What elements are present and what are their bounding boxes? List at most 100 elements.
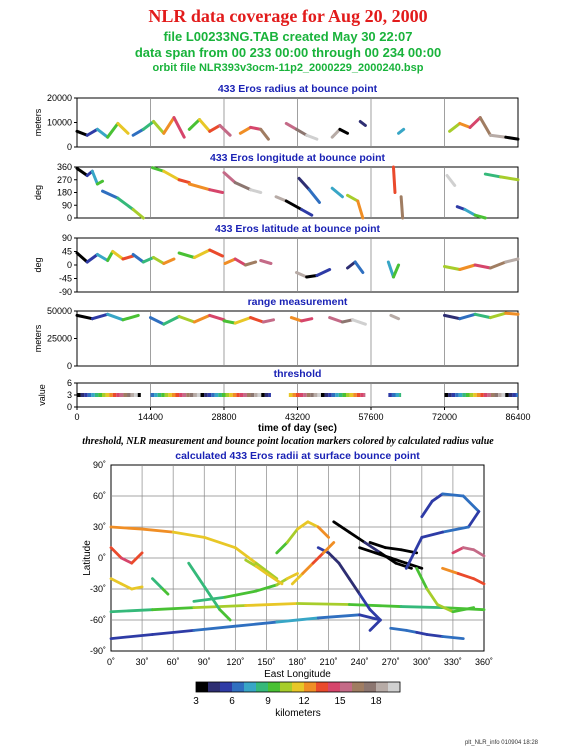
series-segment bbox=[208, 123, 222, 133]
track-segment bbox=[451, 606, 476, 614]
series-segment bbox=[284, 121, 298, 131]
colorbar-swatch bbox=[232, 682, 245, 692]
colorbar-tick-label: 9 bbox=[265, 696, 271, 707]
track-segment bbox=[285, 572, 299, 581]
map-x-tick-label: 120˚ bbox=[226, 657, 244, 667]
series-segment bbox=[131, 127, 145, 137]
track-segment bbox=[415, 566, 429, 591]
track-segment bbox=[223, 589, 258, 599]
series-segment bbox=[478, 116, 492, 137]
series-segment bbox=[85, 253, 99, 264]
footer-stamp: plt_NLR_info 010904 18:28 bbox=[464, 740, 538, 746]
series-segment bbox=[473, 312, 492, 320]
track-segment bbox=[441, 525, 470, 534]
map-y-tick-label: 30˚ bbox=[93, 522, 106, 532]
colorbar-swatch bbox=[376, 682, 389, 692]
series-segment bbox=[149, 316, 166, 326]
track-segment bbox=[119, 556, 134, 565]
series-segment bbox=[233, 316, 253, 325]
track-segment bbox=[296, 602, 351, 606]
series-segment bbox=[177, 315, 196, 324]
map-x-tick-label: 30˚ bbox=[136, 657, 149, 667]
map-y-tick-label: -90˚ bbox=[90, 646, 106, 656]
series-segment bbox=[101, 189, 120, 200]
series-segment bbox=[223, 257, 237, 265]
track-segment bbox=[467, 510, 481, 529]
series-segment bbox=[95, 127, 110, 139]
track-segment bbox=[275, 616, 320, 624]
x-tick-label: 72000 bbox=[432, 412, 457, 422]
series-segment bbox=[340, 318, 355, 324]
track-segment bbox=[347, 603, 403, 608]
series-segment bbox=[458, 312, 477, 321]
series-segment bbox=[294, 271, 309, 279]
series-segment bbox=[172, 116, 186, 139]
track-segment bbox=[368, 618, 382, 632]
track-segment bbox=[358, 613, 382, 622]
y-tick-label: -90 bbox=[59, 287, 72, 297]
colorbar-swatch bbox=[316, 682, 329, 692]
track-segment bbox=[254, 583, 279, 593]
colorbar-label: kilometers bbox=[275, 708, 321, 719]
series-segment bbox=[297, 176, 311, 192]
series-segment bbox=[330, 127, 342, 139]
track-segment bbox=[363, 541, 382, 555]
series-segment bbox=[95, 179, 105, 186]
series-segment bbox=[274, 195, 288, 203]
y-tick-label: 360 bbox=[57, 162, 72, 172]
track-segment bbox=[316, 613, 362, 620]
panel-title: 433 Eros latitude at bounce point bbox=[215, 223, 381, 235]
series-segment bbox=[233, 181, 253, 192]
series-segment bbox=[353, 260, 365, 274]
series-segment bbox=[284, 199, 304, 211]
track-segment bbox=[358, 546, 377, 555]
series-segment bbox=[177, 178, 191, 185]
track-segment bbox=[109, 546, 123, 560]
track-segment bbox=[197, 577, 211, 596]
series-segment bbox=[121, 254, 135, 261]
map-x-tick-label: 300˚ bbox=[413, 657, 431, 667]
track-segment bbox=[290, 572, 305, 586]
track-segment bbox=[151, 606, 196, 612]
map-y-tick-label: -30˚ bbox=[90, 584, 106, 594]
series-segment bbox=[259, 127, 270, 141]
series-segment bbox=[90, 169, 99, 186]
series-segment bbox=[208, 313, 226, 322]
map-y-tick-label: 0˚ bbox=[98, 553, 106, 563]
panel-title: 433 Eros longitude at bounce point bbox=[210, 152, 386, 164]
series-segment bbox=[504, 135, 520, 141]
series-segment bbox=[463, 208, 477, 217]
series-segment bbox=[346, 193, 360, 203]
series-segment bbox=[338, 127, 350, 135]
series-segment bbox=[238, 125, 253, 135]
series-segment bbox=[488, 260, 508, 270]
track-segment bbox=[441, 492, 465, 498]
series-segment bbox=[192, 313, 212, 324]
colorbar-tick-label: 15 bbox=[334, 696, 346, 707]
track-segment bbox=[140, 527, 175, 534]
track-segment bbox=[130, 585, 144, 591]
series-segment bbox=[141, 256, 156, 264]
track-segment bbox=[368, 541, 387, 550]
series-segment bbox=[289, 316, 304, 323]
track-segment bbox=[171, 530, 206, 539]
track-segment bbox=[404, 628, 419, 634]
map-y-tick-label: 90˚ bbox=[93, 460, 106, 470]
series-segment bbox=[305, 274, 319, 279]
track-segment bbox=[109, 525, 144, 531]
series-segment bbox=[106, 121, 120, 139]
map-x-tick-label: 150˚ bbox=[257, 657, 275, 667]
track-segment bbox=[384, 546, 403, 552]
map-x-tick-label: 330˚ bbox=[444, 657, 462, 667]
y-tick-label: 0 bbox=[67, 213, 72, 223]
colorbar-swatch bbox=[280, 682, 293, 692]
track-segment bbox=[285, 527, 299, 544]
track-segment bbox=[322, 541, 336, 555]
track-segment bbox=[420, 499, 434, 519]
y-tick-label: 45 bbox=[62, 247, 72, 257]
colorbar-tick-label: 6 bbox=[229, 696, 235, 707]
track-segment bbox=[404, 535, 424, 570]
y-tick-label: 180 bbox=[57, 188, 72, 198]
track-segment bbox=[109, 608, 154, 614]
